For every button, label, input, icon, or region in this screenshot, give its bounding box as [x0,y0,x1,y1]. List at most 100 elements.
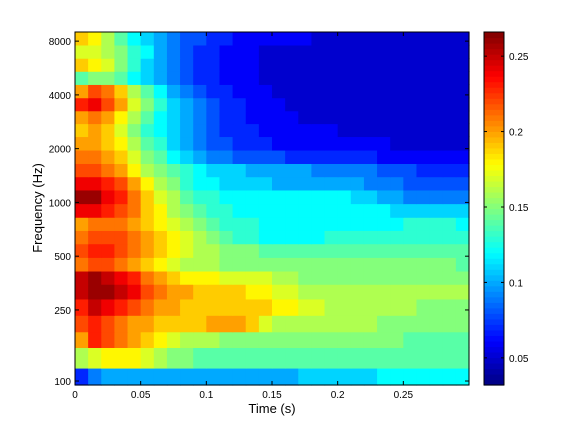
heatmap-cell [206,298,221,316]
heatmap-cell [350,71,365,85]
heatmap-cell [324,331,339,348]
heatmap-cell [206,257,221,272]
heatmap-cell [324,84,339,99]
heatmap-cell [206,315,221,333]
heatmap-cell [416,149,431,164]
x-tick-label: 0 [72,390,78,401]
heatmap-cell [390,189,404,205]
heatmap-cell [245,136,260,151]
colorbar-segment [484,70,504,77]
heatmap-cell [455,97,470,112]
y-axis-title: Frequency (Hz) [30,163,45,253]
heatmap-cell [127,189,142,205]
heatmap-cell [153,315,168,333]
heatmap-cell [88,58,102,72]
heatmap-cell [245,71,260,85]
heatmap-cell [363,136,378,151]
heatmap-cell [455,217,470,231]
heatmap-cell [337,347,352,369]
heatmap-cell [350,136,365,151]
heatmap-cell [377,217,391,231]
heatmap-cell [232,84,247,99]
heatmap-cell [311,58,326,72]
heatmap-cell [232,71,247,85]
heatmap-cell [272,32,286,46]
heatmap-cell [232,257,247,272]
heatmap-cell [311,176,326,191]
heatmap-cell [429,58,444,72]
heatmap-cell [101,270,115,285]
heatmap-cell [416,84,431,99]
heatmap-cell [429,71,444,85]
heatmap-cell [193,163,207,178]
heatmap-cell [232,230,247,245]
heatmap-cell [298,110,312,125]
heatmap-cell [377,243,391,258]
heatmap-cell [324,203,339,218]
heatmap-cell [180,123,194,138]
heatmap-cell [324,243,339,258]
heatmap-cell [429,270,444,285]
heatmap-cell [75,189,89,205]
x-tick-label: 0.25 [394,390,414,401]
heatmap-cell [153,331,168,348]
heatmap-cell [206,44,221,59]
heatmap-cell [429,176,444,191]
heatmap-cell [350,331,365,348]
heatmap-cell [285,257,299,272]
heatmap-cell [390,149,404,164]
colorbar-segment [484,120,504,127]
colorbar-segment [484,230,504,237]
heatmap-cell [206,84,221,99]
heatmap-cell [285,149,299,164]
heatmap-cell [245,97,260,112]
heatmap-cell [219,58,234,72]
heatmap-cell [206,284,221,300]
colorbar-segment [484,109,504,116]
colorbar-segment [484,131,504,138]
heatmap-cell [403,298,418,316]
heatmap-cell [88,163,102,178]
heatmap-cell [350,44,365,59]
heatmap-cell [114,243,129,258]
heatmap-cell [442,203,457,218]
heatmap-cell [363,189,378,205]
heatmap-cell [285,367,299,386]
heatmap-cell [219,84,234,99]
colorbar-segment [484,142,504,149]
heatmap-cell [153,58,168,72]
heatmap-cell [193,298,207,316]
heatmap-cell [140,217,155,231]
heatmap-cell [127,243,142,258]
heatmap-cell [206,230,221,245]
heatmap-cell [232,176,247,191]
colorbar-segment [484,92,504,99]
heatmap-cell [442,123,457,138]
heatmap-cell [140,331,155,348]
heatmap-cell [180,32,194,46]
heatmap-cell [298,243,312,258]
heatmap-cell [140,270,155,285]
heatmap-cell [403,163,418,178]
heatmap-cell [377,176,391,191]
heatmap-cell [298,331,312,348]
heatmap-cell [193,71,207,85]
heatmap-cell [337,315,352,333]
heatmap-cell [363,110,378,125]
heatmap-cell [455,58,470,72]
colorbar-segment [484,373,504,381]
heatmap-cell [442,347,457,369]
heatmap-cell [180,58,194,72]
heatmap-cell [298,71,312,85]
colorbar-axis: 0.05 0.1 0.15 0.2 0.25 [484,52,529,365]
heatmap-cell [127,367,142,386]
heatmap-cell [377,367,391,386]
heatmap-cell [219,136,234,151]
heatmap-cell [442,44,457,59]
heatmap-cell [140,230,155,245]
heatmap-cell [258,58,273,72]
heatmap-cell [101,163,115,178]
heatmap-cell [377,136,391,151]
